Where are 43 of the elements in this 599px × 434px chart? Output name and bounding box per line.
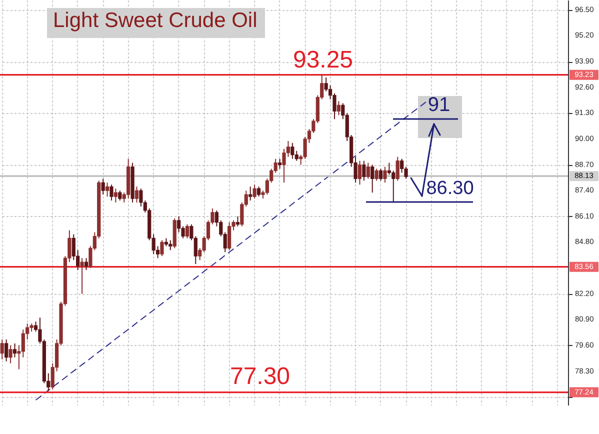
candlestick <box>236 216 240 227</box>
candlestick <box>185 224 190 239</box>
candlestick <box>4 338 8 362</box>
candlestick <box>80 258 84 294</box>
candlestick <box>105 182 110 198</box>
annotation: 86.30 <box>426 178 474 199</box>
candlestick <box>358 160 362 186</box>
candlestick <box>177 216 181 233</box>
candlestick <box>0 338 4 360</box>
candlestick <box>392 170 396 203</box>
candlestick <box>21 329 25 358</box>
candlestick <box>110 184 114 202</box>
candlestick <box>387 162 391 176</box>
candlestick <box>118 190 122 202</box>
candlestick <box>168 240 172 251</box>
candlestick <box>370 164 374 194</box>
candlestick <box>278 158 282 170</box>
candlestick <box>256 186 261 198</box>
candlestick <box>290 142 294 160</box>
candlestick <box>400 158 404 174</box>
annotation: 93.25 <box>292 46 354 74</box>
candlestick <box>374 168 378 182</box>
annotation: 77.30 <box>230 363 290 390</box>
candlestick <box>383 166 387 184</box>
candlestick <box>160 240 164 257</box>
candlestick <box>228 222 232 251</box>
candlestick <box>12 342 17 358</box>
candlestick <box>294 150 298 162</box>
candlestick <box>84 258 88 270</box>
candlestick <box>114 188 118 203</box>
candlestick <box>324 76 328 92</box>
chart-title: Light Sweet Crude Oil <box>53 9 258 32</box>
candlestick <box>336 100 340 116</box>
candlestick <box>248 186 252 202</box>
candlestick <box>378 168 383 182</box>
candlestick <box>396 156 400 182</box>
candlestick <box>252 184 256 200</box>
candlestick <box>8 344 12 364</box>
candlestick <box>362 160 366 182</box>
candlestick <box>134 186 139 203</box>
annotation: 91 <box>428 94 450 116</box>
candlestick <box>101 178 105 196</box>
candlestick <box>366 162 370 180</box>
